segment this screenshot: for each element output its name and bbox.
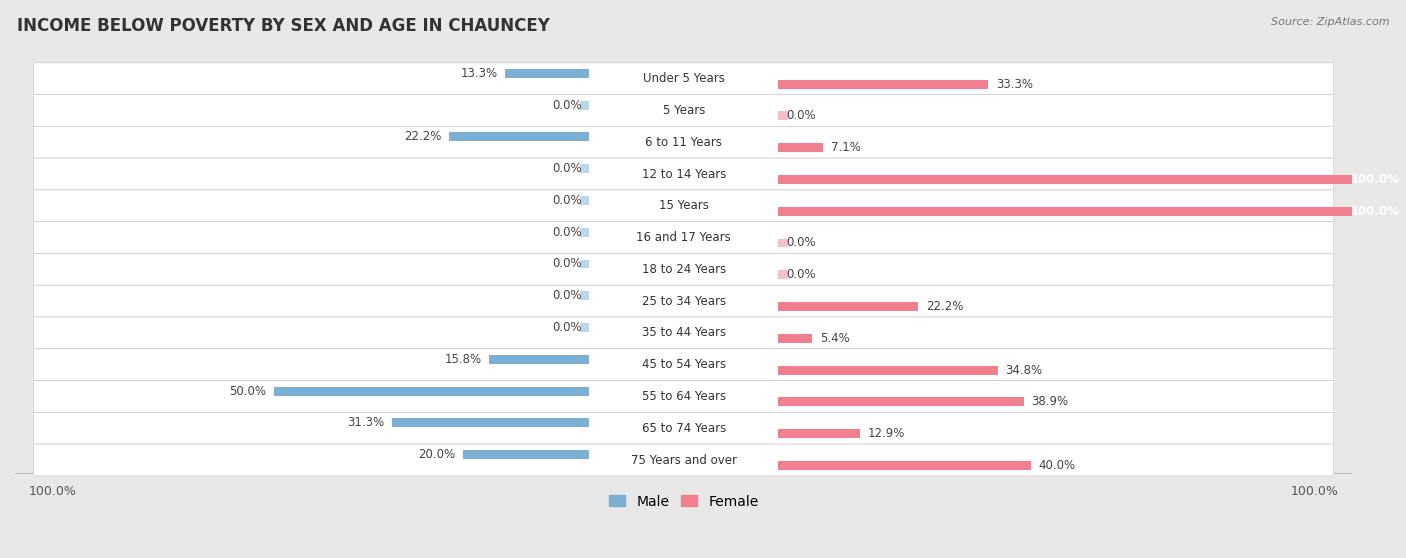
Bar xyxy=(779,461,1031,470)
Bar xyxy=(779,207,1406,215)
Bar xyxy=(579,291,589,300)
Text: INCOME BELOW POVERTY BY SEX AND AGE IN CHAUNCEY: INCOME BELOW POVERTY BY SEX AND AGE IN C… xyxy=(17,17,550,35)
Bar xyxy=(489,355,589,364)
Text: 31.3%: 31.3% xyxy=(347,416,384,429)
Text: 38.9%: 38.9% xyxy=(1032,396,1069,408)
Bar xyxy=(579,228,589,237)
Bar xyxy=(505,69,589,78)
FancyBboxPatch shape xyxy=(34,95,1334,126)
Text: 0.0%: 0.0% xyxy=(553,194,582,207)
FancyBboxPatch shape xyxy=(34,222,1334,253)
Text: 0.0%: 0.0% xyxy=(786,268,815,281)
Text: 22.2%: 22.2% xyxy=(404,131,441,143)
Text: 35 to 44 Years: 35 to 44 Years xyxy=(641,326,725,339)
Text: 40.0%: 40.0% xyxy=(1038,459,1076,472)
Text: 0.0%: 0.0% xyxy=(553,257,582,271)
Text: 0.0%: 0.0% xyxy=(786,237,815,249)
Text: 15 Years: 15 Years xyxy=(659,199,709,212)
Text: 33.3%: 33.3% xyxy=(995,78,1033,90)
Text: Source: ZipAtlas.com: Source: ZipAtlas.com xyxy=(1271,17,1389,27)
Bar xyxy=(779,302,918,311)
FancyBboxPatch shape xyxy=(34,158,1334,190)
Bar xyxy=(779,334,813,343)
Bar xyxy=(779,80,988,89)
Text: 12.9%: 12.9% xyxy=(868,427,904,440)
Text: 5 Years: 5 Years xyxy=(662,104,704,117)
FancyBboxPatch shape xyxy=(34,126,1334,158)
FancyBboxPatch shape xyxy=(34,190,1334,222)
Text: 25 to 34 Years: 25 to 34 Years xyxy=(641,295,725,307)
Text: 45 to 54 Years: 45 to 54 Years xyxy=(641,358,725,371)
FancyBboxPatch shape xyxy=(34,412,1334,444)
FancyBboxPatch shape xyxy=(34,317,1334,349)
Bar xyxy=(779,143,823,152)
Bar xyxy=(274,387,589,396)
Bar xyxy=(579,259,589,268)
FancyBboxPatch shape xyxy=(34,63,1334,95)
Text: 100.0%: 100.0% xyxy=(1351,205,1400,218)
Text: 20.0%: 20.0% xyxy=(418,448,456,461)
Bar xyxy=(779,175,1406,184)
FancyBboxPatch shape xyxy=(34,253,1334,285)
Text: 65 to 74 Years: 65 to 74 Years xyxy=(641,422,725,435)
Text: 13.3%: 13.3% xyxy=(461,67,498,80)
Text: 55 to 64 Years: 55 to 64 Years xyxy=(641,390,725,403)
Bar xyxy=(579,196,589,205)
Text: 22.2%: 22.2% xyxy=(927,300,963,313)
Text: 0.0%: 0.0% xyxy=(553,225,582,239)
Bar xyxy=(779,238,787,247)
FancyBboxPatch shape xyxy=(34,381,1334,412)
Bar xyxy=(579,323,589,332)
Text: 12 to 14 Years: 12 to 14 Years xyxy=(641,167,725,181)
Text: 18 to 24 Years: 18 to 24 Years xyxy=(641,263,725,276)
Bar xyxy=(779,429,859,438)
Text: 0.0%: 0.0% xyxy=(553,321,582,334)
Text: 100.0%: 100.0% xyxy=(1351,173,1400,186)
Text: 0.0%: 0.0% xyxy=(553,289,582,302)
Bar xyxy=(779,365,998,374)
Text: 16 and 17 Years: 16 and 17 Years xyxy=(637,231,731,244)
Bar xyxy=(449,132,589,141)
FancyBboxPatch shape xyxy=(34,285,1334,317)
Text: 50.0%: 50.0% xyxy=(229,384,266,397)
Text: 5.4%: 5.4% xyxy=(820,332,849,345)
Bar xyxy=(579,100,589,109)
Text: 0.0%: 0.0% xyxy=(786,109,815,122)
Bar xyxy=(779,270,787,279)
Text: 34.8%: 34.8% xyxy=(1005,364,1043,377)
Text: 0.0%: 0.0% xyxy=(553,99,582,112)
FancyBboxPatch shape xyxy=(34,444,1334,476)
Text: 0.0%: 0.0% xyxy=(553,162,582,175)
Bar xyxy=(463,450,589,459)
Bar xyxy=(579,164,589,173)
Text: 6 to 11 Years: 6 to 11 Years xyxy=(645,136,723,149)
Text: 7.1%: 7.1% xyxy=(831,141,860,154)
Text: Under 5 Years: Under 5 Years xyxy=(643,72,724,85)
Text: 15.8%: 15.8% xyxy=(444,353,482,366)
Bar xyxy=(392,418,589,427)
Bar xyxy=(779,397,1024,406)
FancyBboxPatch shape xyxy=(34,349,1334,381)
Bar xyxy=(779,112,787,121)
Text: 75 Years and over: 75 Years and over xyxy=(631,454,737,466)
Legend: Male, Female: Male, Female xyxy=(603,489,765,514)
